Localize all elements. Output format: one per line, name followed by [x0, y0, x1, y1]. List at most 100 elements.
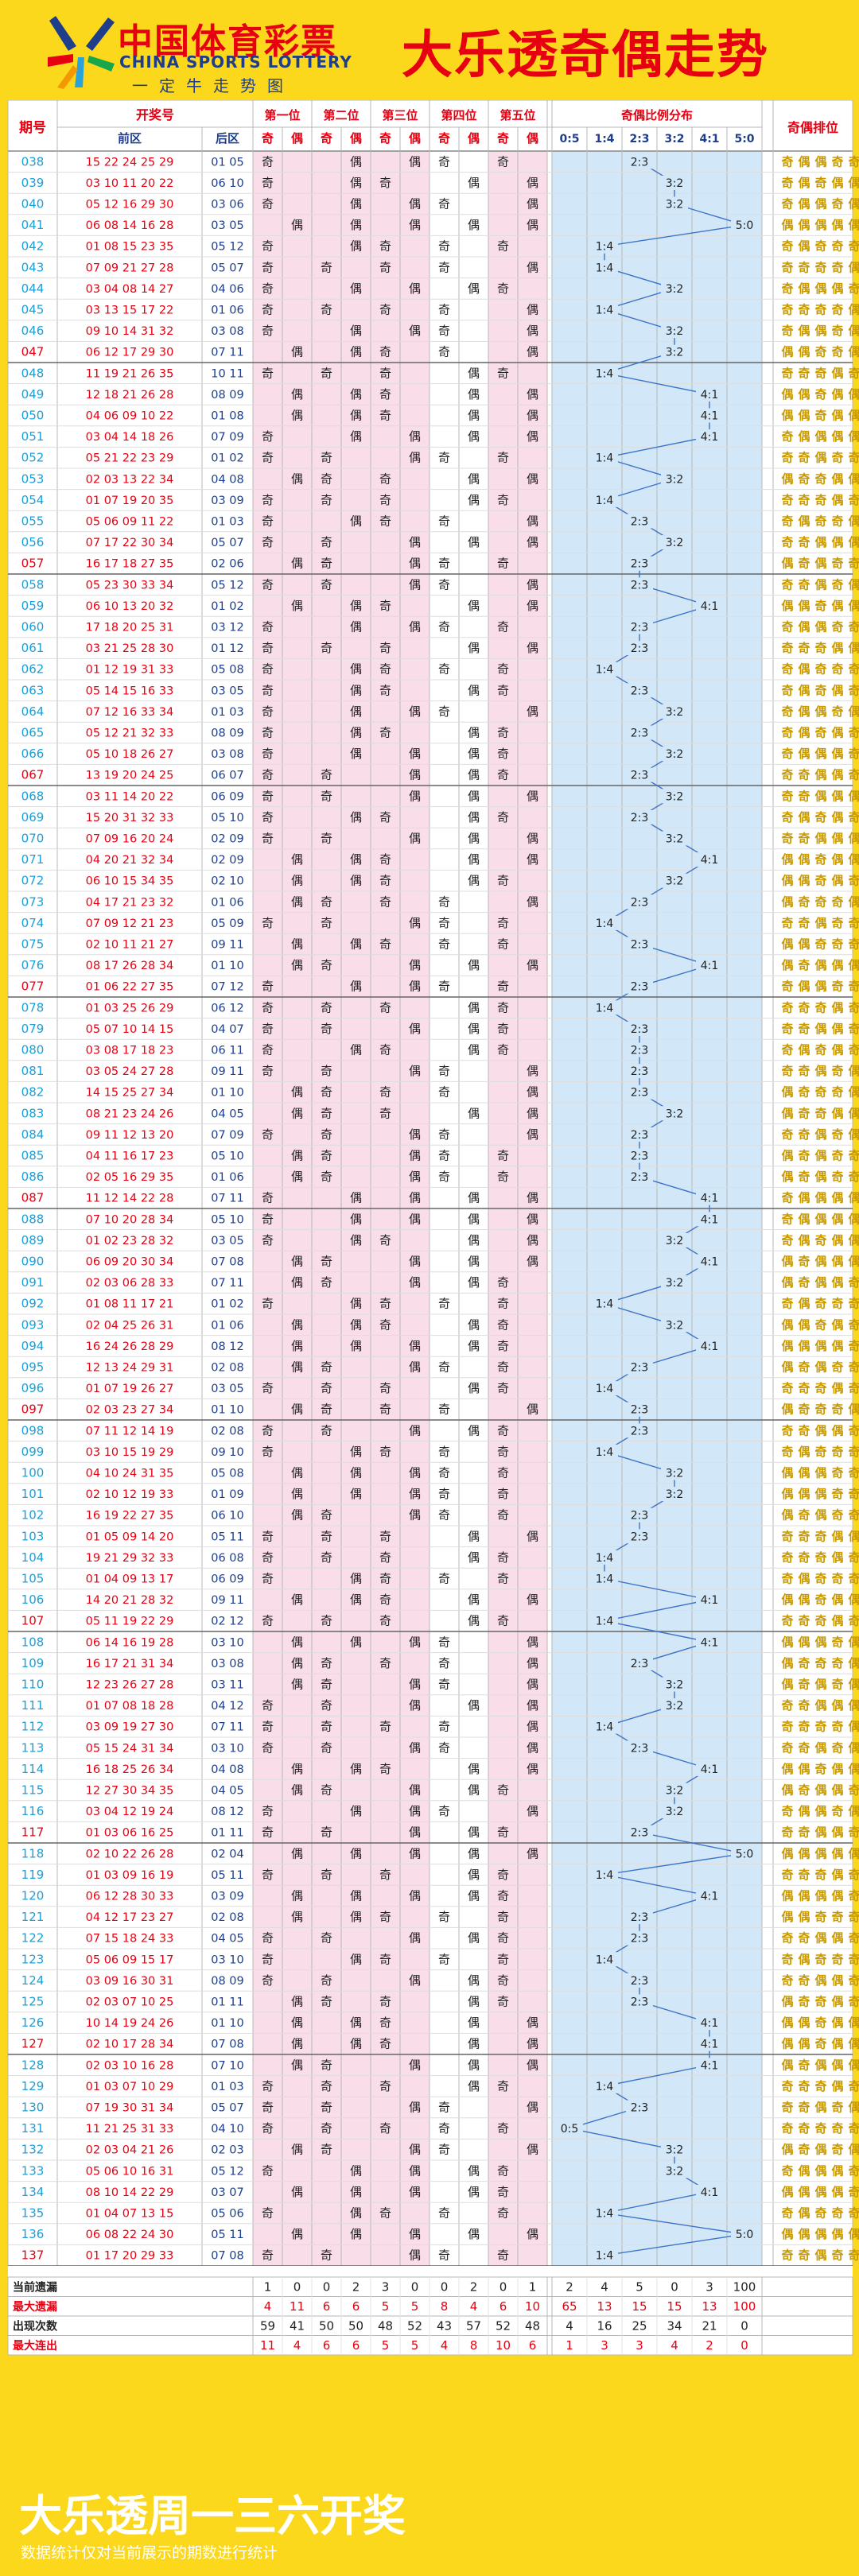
position-5-odd-mark: 奇 — [497, 1149, 509, 1163]
sequence-mark: 奇 — [814, 514, 826, 529]
back-numbers: 02 08 — [211, 1425, 244, 1437]
position-2-odd-mark: 奇 — [321, 894, 332, 909]
position-1-odd-mark: 奇 — [262, 620, 274, 634]
sequence-mark: 奇 — [814, 1910, 826, 1924]
ratio-point-label: 3:2 — [666, 833, 684, 846]
ratio-label-bg — [661, 175, 688, 190]
position-5-odd-mark: 奇 — [497, 1783, 509, 1798]
sequence-mark: 奇 — [781, 768, 793, 782]
sequence-mark: 奇 — [831, 894, 843, 909]
back-numbers: 04 08 — [211, 473, 244, 486]
position-2-even-mark: 偶 — [350, 1762, 362, 1776]
position-1-even-mark: 偶 — [291, 1255, 303, 1269]
ratio-label-bg — [626, 154, 653, 169]
sequence-mark: 奇 — [814, 1106, 826, 1120]
sequence-mark: 偶 — [848, 599, 859, 613]
sequence-mark: 奇 — [798, 1255, 810, 1269]
front-numbers: 03 05 24 27 28 — [86, 1065, 174, 1078]
back-numbers: 02 10 — [211, 875, 244, 888]
position-5-odd-mark: 奇 — [497, 1487, 509, 1501]
position-3-odd-mark: 奇 — [379, 260, 391, 274]
sequence-mark: 偶 — [798, 345, 810, 359]
position-4-odd-mark: 奇 — [438, 704, 450, 719]
position-4-even-mark: 偶 — [468, 2015, 480, 2030]
ratio-label-bg — [661, 1698, 688, 1713]
stat-value: 4 — [264, 2299, 272, 2314]
position-5-even-mark: 偶 — [527, 471, 538, 486]
sequence-mark: 奇 — [848, 1825, 859, 1840]
back-numbers: 03 05 — [211, 685, 244, 697]
position-1-even-mark: 偶 — [291, 937, 303, 952]
position-3-even-mark: 偶 — [409, 1275, 421, 1290]
sequence-mark: 奇 — [781, 429, 793, 444]
front-numbers: 09 11 12 13 20 — [86, 1129, 174, 1142]
position-2-even-mark: 偶 — [350, 1952, 362, 1966]
position-2-even-mark: 偶 — [350, 1910, 362, 1924]
sequence-mark: 偶 — [781, 1339, 793, 1353]
sequence-mark: 偶 — [831, 471, 843, 486]
ratio-point-label: 1:4 — [596, 1616, 614, 1628]
header-ratio-4-1: 4:1 — [699, 133, 719, 145]
position-1-odd-mark: 奇 — [262, 2079, 274, 2093]
ratio-point-label: 1:4 — [596, 452, 614, 465]
position-5-odd-mark: 奇 — [497, 683, 509, 697]
sequence-mark: 奇 — [831, 239, 843, 254]
front-numbers: 01 03 07 10 29 — [86, 2081, 174, 2093]
position-1-even-mark: 偶 — [291, 852, 303, 867]
position-5-odd-mark: 奇 — [497, 1572, 509, 1586]
position-5-even-mark: 偶 — [527, 641, 538, 655]
back-numbers: 08 09 — [211, 1975, 244, 1988]
position-4-even-mark: 偶 — [468, 387, 480, 402]
issue-number: 101 — [21, 1487, 45, 1501]
position-2-even-mark: 偶 — [350, 154, 362, 169]
sequence-mark: 奇 — [831, 154, 843, 169]
sequence-mark: 奇 — [831, 1572, 843, 1586]
stat-value: 4 — [670, 2338, 678, 2353]
sequence-mark: 偶 — [848, 2101, 859, 2115]
sequence-mark: 奇 — [781, 683, 793, 697]
stat-value: 34 — [667, 2318, 682, 2333]
sequence-mark: 奇 — [798, 1423, 810, 1437]
back-numbers: 05 12 — [211, 241, 244, 254]
ratio-label-bg — [661, 1106, 688, 1121]
position-5-odd-mark: 奇 — [497, 1614, 509, 1628]
sequence-mark: 偶 — [831, 429, 843, 444]
ratio-label-bg — [626, 683, 653, 698]
back-numbers: 05 08 — [211, 1468, 244, 1480]
position-2-odd-mark: 奇 — [321, 1783, 332, 1798]
sequence-mark: 奇 — [781, 154, 793, 169]
sequence-mark: 偶 — [848, 1255, 859, 1269]
ratio-label-bg — [591, 915, 618, 930]
position-4-even-mark: 偶 — [468, 1973, 480, 1988]
position-2-odd-mark: 奇 — [321, 1106, 332, 1120]
header-ratio-0-5: 0:5 — [559, 133, 579, 145]
sequence-mark: 奇 — [848, 1381, 859, 1395]
position-3-odd-mark: 奇 — [379, 2037, 391, 2051]
ratio-point-label: 3:2 — [666, 1319, 684, 1332]
front-numbers: 02 03 13 22 34 — [86, 473, 174, 486]
sequence-mark: 偶 — [831, 874, 843, 888]
ratio-label-bg — [556, 2121, 583, 2136]
sequence-mark: 奇 — [798, 894, 810, 909]
ratio-label-bg — [626, 1423, 653, 1438]
sequence-mark: 偶 — [781, 852, 793, 867]
position-2-odd-mark: 奇 — [321, 493, 332, 507]
sequence-mark: 奇 — [781, 980, 793, 994]
position-3-odd-mark: 奇 — [379, 1317, 391, 1332]
issue-number: 061 — [21, 641, 45, 655]
issue-number: 073 — [21, 894, 45, 909]
sequence-mark: 偶 — [781, 874, 793, 888]
sequence-mark: 偶 — [831, 1043, 843, 1057]
sequence-mark: 奇 — [781, 2163, 793, 2178]
sequence-mark: 偶 — [831, 1868, 843, 1882]
front-numbers: 05 06 10 16 31 — [86, 2165, 174, 2178]
stat-value: 8 — [441, 2299, 449, 2314]
position-2-odd-mark: 奇 — [321, 1931, 332, 1946]
position-5-odd-mark: 奇 — [497, 620, 509, 634]
position-5-even-mark: 偶 — [527, 2058, 538, 2072]
position-2-odd-mark: 奇 — [321, 366, 332, 380]
issue-number: 040 — [21, 197, 45, 211]
position-1-odd-mark: 奇 — [262, 535, 274, 549]
issue-number: 086 — [21, 1170, 45, 1184]
sequence-mark: 奇 — [798, 260, 810, 274]
